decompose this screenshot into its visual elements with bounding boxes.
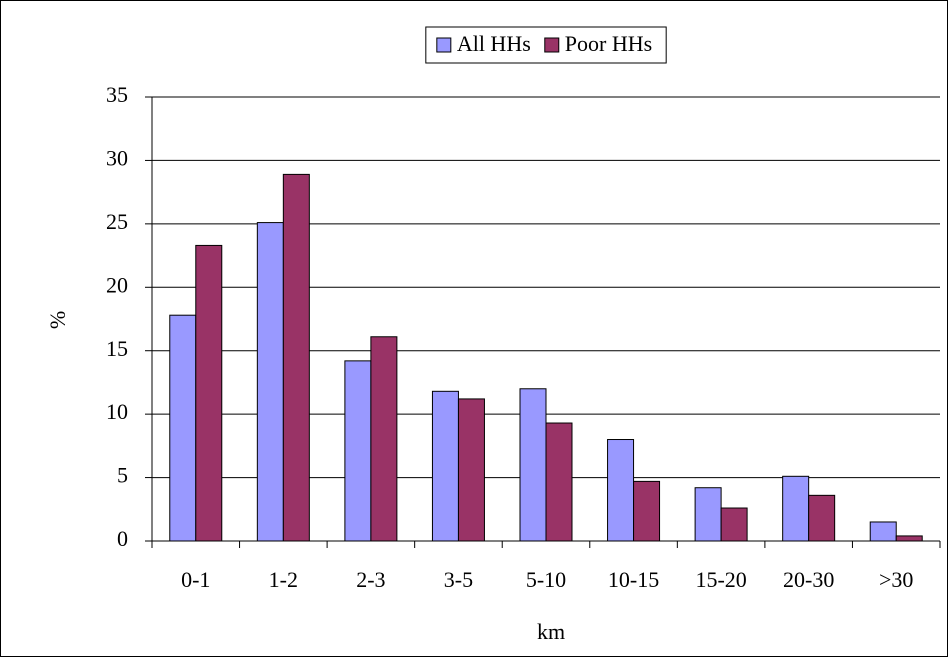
bar [545,422,573,542]
y-tick-label: 5 [117,463,128,488]
bar [282,173,310,542]
bar [344,360,372,542]
bar [782,475,810,542]
y-axis-label: % [45,311,70,329]
bar [519,388,547,542]
bar [431,390,459,542]
bar [607,439,635,542]
x-tick-label: 2-3 [356,567,385,592]
bar [720,507,748,542]
x-tick-label: >30 [879,567,913,592]
legend-swatch [544,37,560,53]
bar [256,222,284,542]
x-tick-label: 3-5 [444,567,473,592]
x-tick-label: 10-15 [608,567,659,592]
bar [633,480,661,542]
y-tick-label: 0 [117,526,128,551]
y-tick-label: 15 [106,336,128,361]
y-tick-label: 25 [106,209,128,234]
x-tick-label: 5-10 [526,567,566,592]
bar [808,494,836,542]
legend-swatch [436,37,452,53]
x-tick-label: 15-20 [695,567,746,592]
bar [457,398,485,542]
y-tick-label: 10 [106,399,128,424]
bar [694,487,722,542]
bar [869,521,897,542]
bar [895,535,923,542]
x-axis-label: km [537,619,565,644]
bar [370,336,398,542]
legend-label: Poor HHs [565,31,652,56]
y-tick-label: 20 [106,272,128,297]
y-tick-label: 35 [106,82,128,107]
bar [169,314,197,542]
y-tick-label: 30 [106,145,128,170]
legend-label: All HHs [457,31,531,56]
x-tick-label: 0-1 [181,567,210,592]
x-tick-label: 1-2 [269,567,298,592]
x-tick-label: 20-30 [783,567,834,592]
bar [195,244,223,542]
